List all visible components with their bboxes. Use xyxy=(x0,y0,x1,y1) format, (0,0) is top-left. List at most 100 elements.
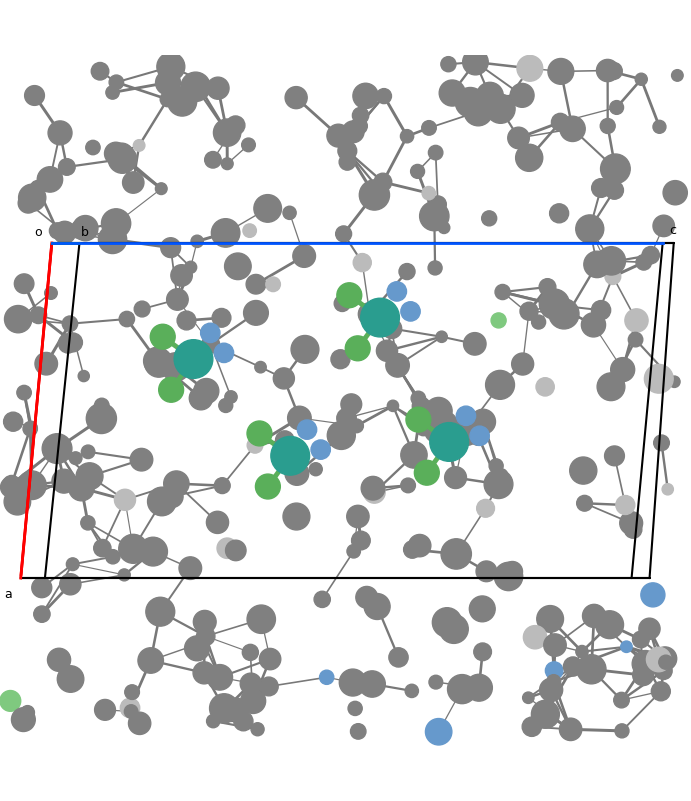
Circle shape xyxy=(549,203,569,223)
Circle shape xyxy=(328,421,355,449)
Circle shape xyxy=(42,433,72,464)
Circle shape xyxy=(632,650,659,677)
Circle shape xyxy=(108,145,137,173)
Circle shape xyxy=(551,114,569,131)
Circle shape xyxy=(155,183,167,195)
Circle shape xyxy=(614,692,630,708)
Circle shape xyxy=(399,264,415,280)
Text: a: a xyxy=(5,589,12,602)
Circle shape xyxy=(339,669,366,696)
Circle shape xyxy=(401,442,427,468)
Circle shape xyxy=(615,724,629,738)
Circle shape xyxy=(59,334,77,353)
Circle shape xyxy=(25,86,44,106)
Circle shape xyxy=(162,352,190,381)
Circle shape xyxy=(489,459,503,473)
Circle shape xyxy=(217,538,238,558)
Circle shape xyxy=(70,220,89,239)
Circle shape xyxy=(5,305,32,332)
Circle shape xyxy=(531,315,546,329)
Circle shape xyxy=(584,252,610,278)
Circle shape xyxy=(577,495,592,511)
Circle shape xyxy=(356,586,377,608)
Circle shape xyxy=(193,662,215,684)
Circle shape xyxy=(161,238,180,258)
Circle shape xyxy=(287,406,311,430)
Circle shape xyxy=(616,496,635,514)
Circle shape xyxy=(401,302,420,321)
Circle shape xyxy=(522,717,542,736)
Circle shape xyxy=(283,206,296,219)
Circle shape xyxy=(64,333,82,352)
Circle shape xyxy=(259,648,281,670)
Circle shape xyxy=(439,80,465,106)
Circle shape xyxy=(642,247,659,264)
Circle shape xyxy=(271,437,310,475)
Circle shape xyxy=(225,391,237,403)
Circle shape xyxy=(548,58,574,84)
Circle shape xyxy=(207,77,229,99)
Circle shape xyxy=(428,261,442,275)
Circle shape xyxy=(168,87,197,116)
Circle shape xyxy=(76,463,103,489)
Circle shape xyxy=(632,631,650,648)
Circle shape xyxy=(510,83,534,107)
Circle shape xyxy=(469,596,495,622)
Circle shape xyxy=(451,416,481,445)
Circle shape xyxy=(4,489,30,515)
Circle shape xyxy=(246,275,266,294)
Circle shape xyxy=(364,594,390,619)
Circle shape xyxy=(653,215,674,236)
Circle shape xyxy=(430,423,468,461)
Circle shape xyxy=(429,196,446,213)
Circle shape xyxy=(102,209,131,238)
Circle shape xyxy=(82,445,95,459)
Circle shape xyxy=(331,350,350,368)
Circle shape xyxy=(439,614,468,643)
Circle shape xyxy=(438,222,450,234)
Circle shape xyxy=(474,643,491,661)
Circle shape xyxy=(285,87,307,109)
Circle shape xyxy=(334,296,350,312)
Circle shape xyxy=(471,409,495,434)
Circle shape xyxy=(225,540,246,561)
Circle shape xyxy=(523,626,547,649)
Circle shape xyxy=(429,675,443,689)
Circle shape xyxy=(387,282,406,301)
Circle shape xyxy=(247,421,272,446)
Circle shape xyxy=(144,348,173,377)
Circle shape xyxy=(125,685,140,699)
Circle shape xyxy=(86,140,100,155)
Circle shape xyxy=(138,648,164,673)
Circle shape xyxy=(422,121,436,135)
Circle shape xyxy=(62,316,77,332)
Circle shape xyxy=(54,221,76,244)
Circle shape xyxy=(69,452,82,465)
Circle shape xyxy=(240,673,261,694)
Circle shape xyxy=(338,142,357,160)
Circle shape xyxy=(23,421,37,436)
Circle shape xyxy=(428,145,443,160)
Circle shape xyxy=(48,121,72,145)
Circle shape xyxy=(636,255,652,270)
Circle shape xyxy=(620,512,643,534)
Circle shape xyxy=(310,463,322,476)
Circle shape xyxy=(545,662,563,679)
Circle shape xyxy=(494,469,508,482)
Circle shape xyxy=(12,708,35,731)
Circle shape xyxy=(463,50,489,74)
Circle shape xyxy=(17,385,31,400)
Circle shape xyxy=(401,478,415,493)
Circle shape xyxy=(464,332,486,355)
Circle shape xyxy=(314,591,330,607)
Circle shape xyxy=(243,224,256,237)
Circle shape xyxy=(293,244,316,268)
Circle shape xyxy=(539,289,569,319)
Circle shape xyxy=(297,420,316,439)
Circle shape xyxy=(539,705,553,718)
Circle shape xyxy=(66,557,79,570)
Circle shape xyxy=(641,583,665,607)
Circle shape xyxy=(240,689,265,714)
Circle shape xyxy=(576,215,604,243)
Circle shape xyxy=(57,666,84,692)
